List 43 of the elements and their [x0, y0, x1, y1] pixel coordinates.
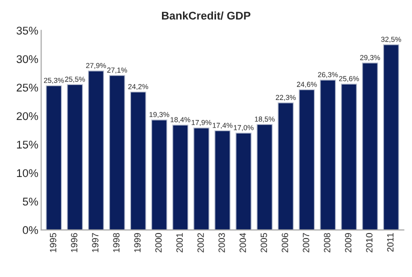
bar	[88, 70, 104, 230]
y-tick-label: 5%	[22, 198, 38, 206]
x-tick-label: 2010	[366, 233, 372, 252]
y-tick-label: 20%	[16, 112, 38, 120]
x-tick-label: 1999	[134, 233, 141, 252]
bar	[193, 127, 210, 230]
bar	[130, 92, 146, 230]
x-tick-label: 2002	[197, 233, 204, 252]
x-tick-label: 2003	[218, 233, 225, 252]
y-tick-label: 30%	[16, 55, 38, 64]
bar	[109, 75, 126, 230]
x-tick-label: 2011	[387, 233, 394, 252]
x-tick-label: 2006	[282, 233, 288, 252]
bar	[278, 102, 294, 230]
x-tick-label: 2001	[176, 233, 183, 252]
x-tick-label: 2009	[344, 233, 352, 252]
bar	[298, 89, 315, 230]
y-tick-label: 10%	[17, 169, 38, 178]
x-tick-label: 1996	[70, 233, 78, 252]
x-tick-label: 2004	[240, 232, 246, 252]
bar	[383, 44, 400, 230]
y-tick-label: 0%	[22, 226, 38, 234]
bar	[236, 132, 252, 230]
bar	[151, 120, 168, 230]
bar	[46, 85, 62, 230]
x-tick-label: 2007	[302, 233, 310, 252]
bar	[172, 124, 188, 230]
y-tick-label: 15%	[17, 140, 38, 149]
bar	[362, 62, 378, 230]
x-tick-label: 1995	[50, 233, 56, 252]
bar	[320, 80, 336, 230]
y-tick-label: 25%	[16, 84, 38, 92]
x-tick-label: 2008	[324, 233, 330, 252]
x-tick-label: 1997	[92, 233, 98, 252]
x-tick-label: 1998	[113, 233, 120, 252]
chart-title: BankCredit/ GDP	[162, 11, 250, 20]
bar	[340, 84, 357, 230]
bar	[256, 124, 273, 230]
bar	[66, 84, 83, 230]
x-tick-label: 2005	[260, 233, 268, 252]
x-tick-label: 2000	[155, 233, 162, 252]
y-tick-label: 35%	[16, 26, 38, 35]
bar	[214, 130, 230, 230]
